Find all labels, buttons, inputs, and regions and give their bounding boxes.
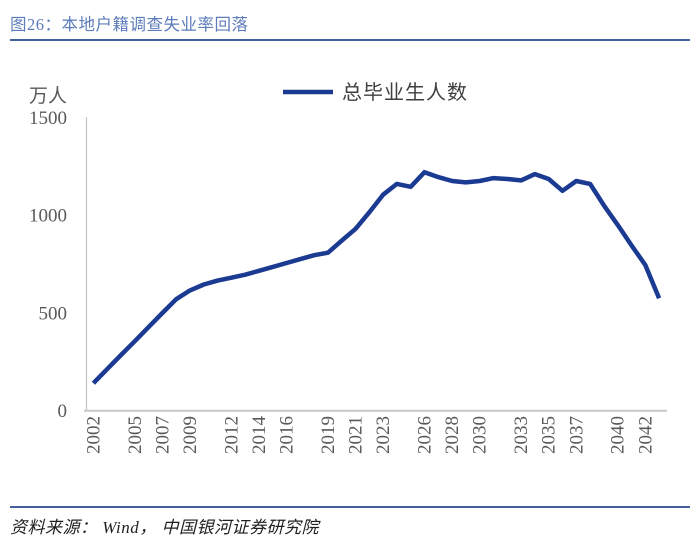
- source-note: 资料来源： Wind， 中国银河证券研究院: [10, 518, 319, 537]
- y-tick-label: 1500: [29, 108, 67, 129]
- x-tick-label: 2021: [346, 416, 367, 454]
- y-tick-label: 500: [39, 303, 68, 324]
- x-tick-label: 2019: [318, 416, 339, 454]
- figure-title: 图26：本地户籍调查失业率回落: [10, 15, 249, 34]
- x-tick-label: 2040: [608, 416, 629, 454]
- x-tick-label: 2035: [539, 416, 560, 454]
- x-tick-label: 2030: [470, 416, 491, 454]
- x-tick-label: 2033: [511, 416, 532, 454]
- x-tick-labels: 2002 2005 2007 2009 2012 2014 2016 2019 2021 2023…: [83, 416, 656, 455]
- x-tick-label: 2005: [125, 416, 146, 454]
- x-tick-label: 2007: [152, 416, 173, 454]
- x-tick-label: 2037: [566, 416, 587, 454]
- y-axis-unit-label: 万人: [29, 85, 67, 107]
- legend: 总毕业生人数: [283, 81, 468, 104]
- x-tick-label: 2028: [442, 416, 463, 454]
- graduates-line-series: [91, 169, 662, 385]
- x-tick-label: 2012: [221, 416, 242, 454]
- footer-divider: [10, 506, 690, 508]
- x-tick-label: 2009: [180, 416, 201, 454]
- x-tick-label: 2042: [635, 416, 656, 454]
- title-divider: [10, 39, 690, 41]
- y-tick-labels: 0 500 1000 1500: [29, 108, 67, 422]
- x-tick-label: 2026: [415, 416, 436, 454]
- x-tick-label: 2014: [249, 416, 270, 455]
- x-tick-label: 2002: [83, 416, 104, 454]
- y-tick-label: 0: [58, 401, 68, 422]
- x-tick-label: 2016: [277, 416, 298, 454]
- legend-label: 总毕业生人数: [342, 81, 468, 104]
- y-tick-label: 1000: [29, 206, 67, 227]
- x-tick-label: 2023: [373, 416, 394, 454]
